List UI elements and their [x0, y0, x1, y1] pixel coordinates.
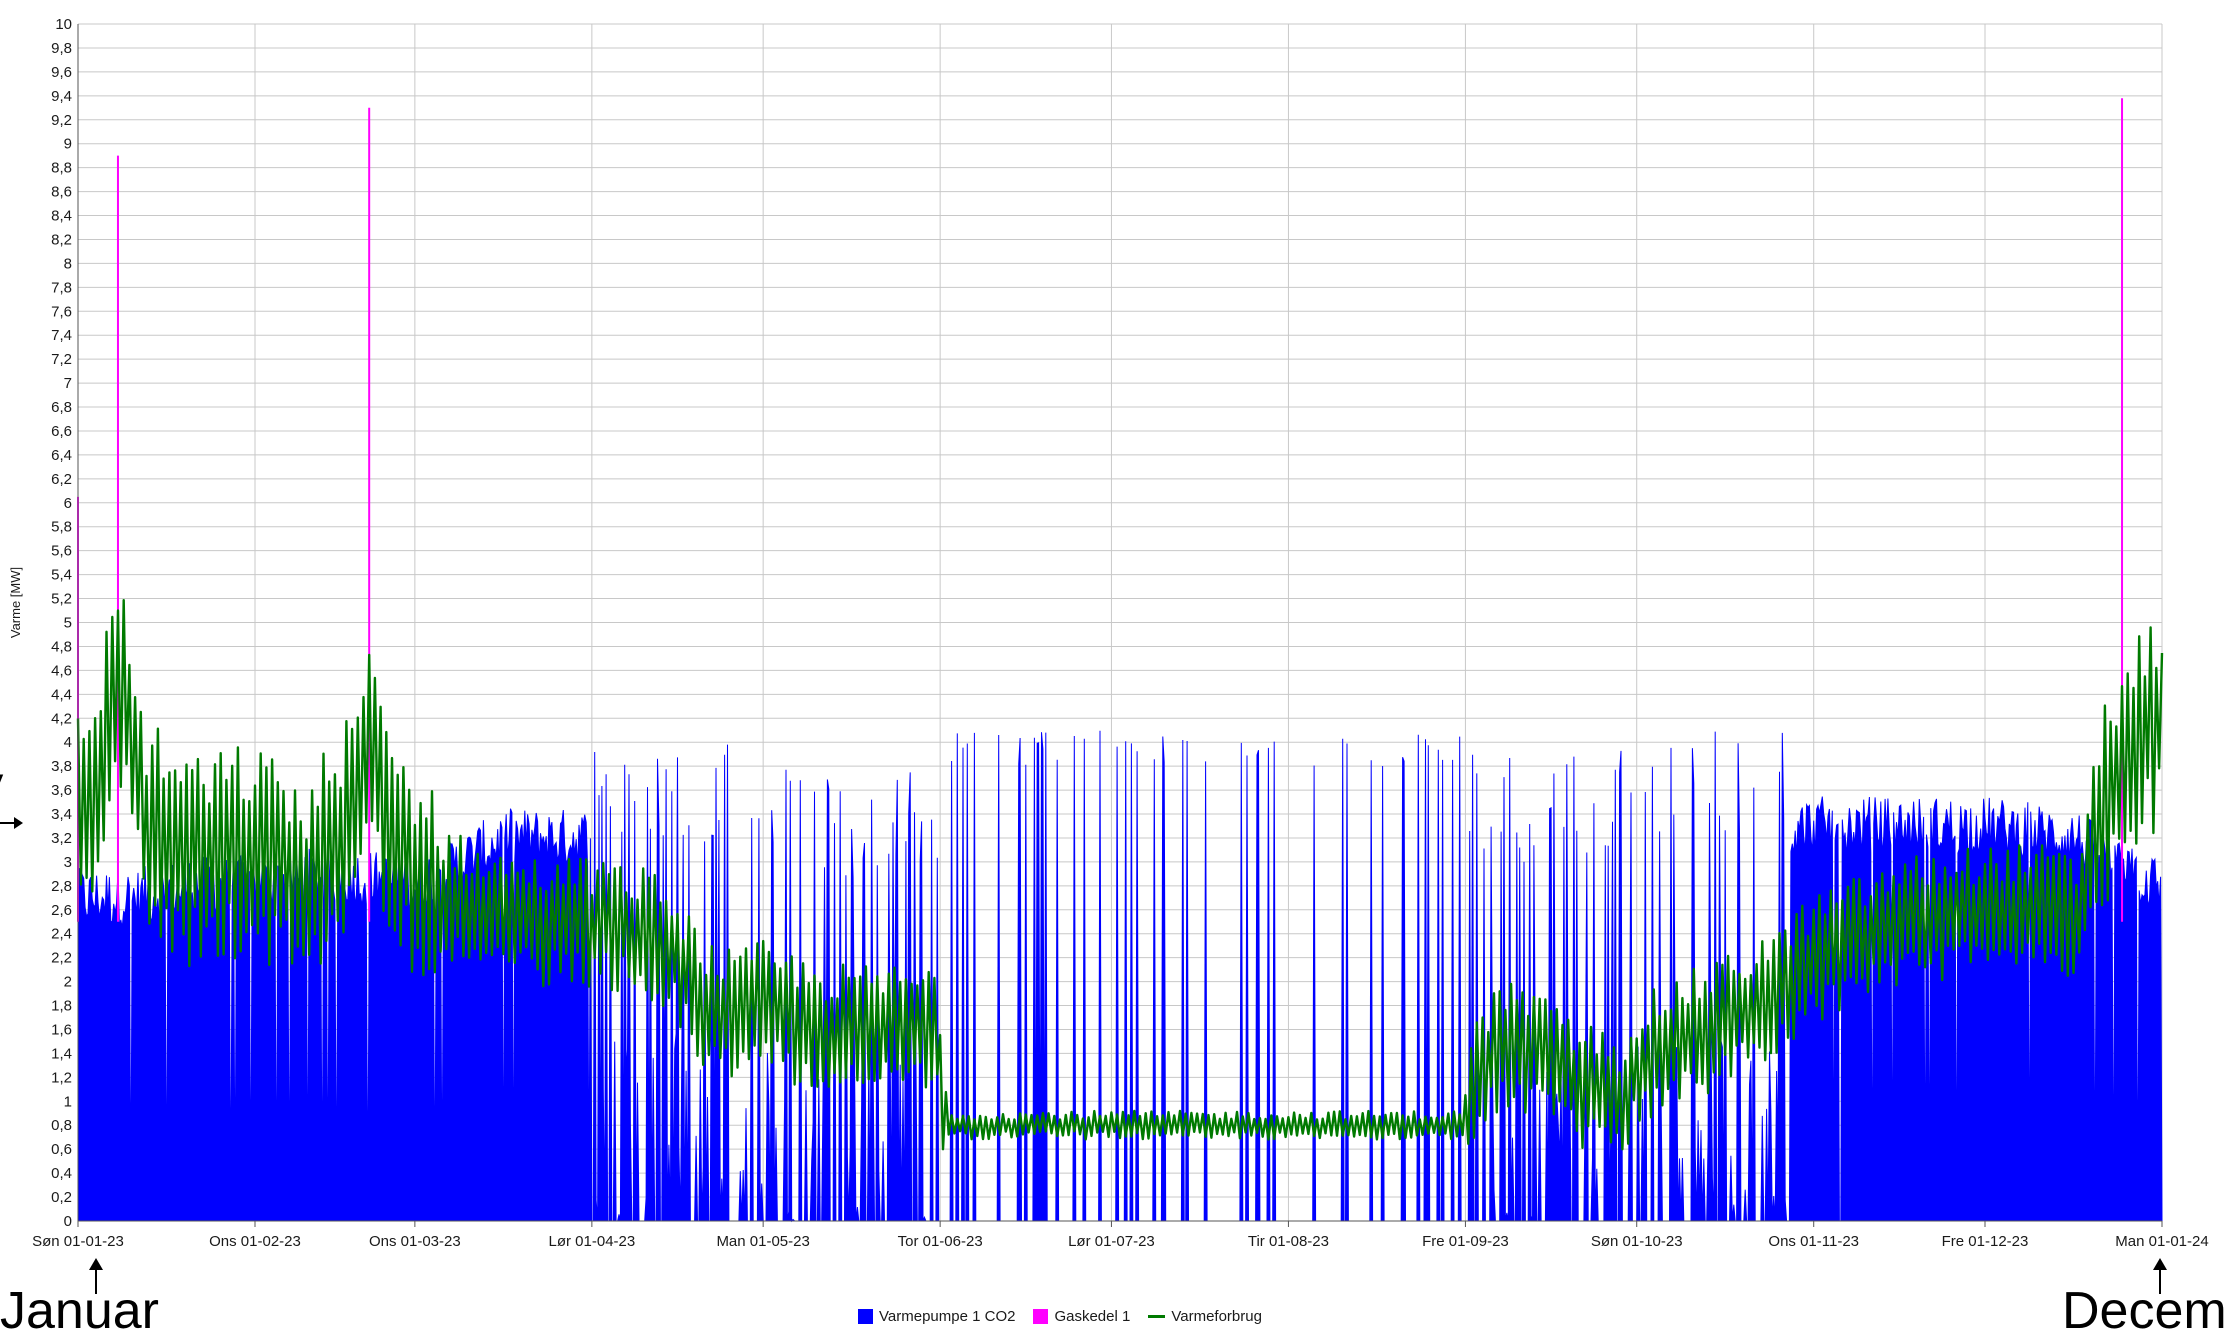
y-tick-label: 1: [64, 1093, 72, 1110]
y-tick-label: 1,6: [51, 1021, 72, 1038]
end-arrow-icon: [2159, 1268, 2161, 1294]
y-tick-label: 6,6: [51, 423, 72, 440]
y-tick-label: 7: [64, 375, 72, 392]
y-tick-label: 5,2: [51, 591, 72, 608]
y-tick-label: 9,4: [51, 88, 72, 105]
x-tick-label: Ons 01-02-23: [209, 1233, 301, 1250]
y-tick-label: 3,4: [51, 806, 72, 823]
end-arrow-head: [2153, 1258, 2167, 1270]
y-tick-label: 4: [64, 734, 72, 751]
x-tick-label: Man 01-01-24: [2115, 1233, 2208, 1250]
y-tick-label: 9,2: [51, 112, 72, 129]
y-tick-label: 1,4: [51, 1045, 72, 1062]
y-tick-label: 3,2: [51, 830, 72, 847]
y-tick-label: 7,4: [51, 327, 72, 344]
y-tick-label: 10: [55, 16, 72, 33]
x-tick-label: Fre 01-12-23: [1942, 1233, 2029, 1250]
legend-swatch-blue: [858, 1309, 873, 1324]
left-edge-arrow-icon: [0, 822, 16, 824]
y-tick-label: 6: [64, 495, 72, 512]
legend-swatch-green: [1148, 1315, 1166, 1318]
y-tick-label: 7,6: [51, 303, 72, 320]
varmeforbrug-line: [76, 599, 2164, 1151]
left-edge-arrow-head: [14, 817, 23, 829]
y-tick-label: 7,8: [51, 279, 72, 296]
x-tick-label: Fre 01-09-23: [1422, 1233, 1509, 1250]
legend-label: Varmepumpe 1 CO2: [879, 1308, 1016, 1325]
y-tick-label: 1,2: [51, 1069, 72, 1086]
legend-label: Gaskedel 1: [1054, 1308, 1131, 1325]
y-tick-label: 7,2: [51, 351, 72, 368]
y-tick-label: 0,6: [51, 1141, 72, 1158]
y-axis-label: Varme [MW]: [8, 567, 23, 638]
y-tick-label: 4,6: [51, 662, 72, 679]
y-tick-label: 3: [64, 854, 72, 871]
series-varmeforbrug-line: [76, 599, 2164, 1151]
y-tick-label: 6,4: [51, 447, 72, 464]
y-tick-label: 4,4: [51, 686, 72, 703]
y-tick-label: 2,2: [51, 950, 72, 967]
x-tick-label: Søn 01-01-23: [32, 1233, 124, 1250]
legend-item-varmepumpe: Varmepumpe 1 CO2: [858, 1308, 1015, 1325]
y-axis-ticks: 0 0,2 0,4 0,6 0,8 1 1,2 1,4 1,6 1,8 2 2,2 2,4 2,6 2,8 3…: [51, 16, 72, 1230]
start-arrow-head: [89, 1258, 103, 1270]
y-tick-label: 0: [64, 1213, 72, 1230]
y-tick-label: 2,8: [51, 878, 72, 895]
y-tick-label: 9,8: [51, 40, 72, 57]
end-month-label: December: [2062, 1282, 2224, 1340]
left-edge-arrow-label: V: [0, 770, 3, 802]
x-tick-label: Ons 01-03-23: [369, 1233, 461, 1250]
y-tick-label: 8: [64, 255, 72, 272]
y-tick-label: 0,4: [51, 1165, 72, 1182]
x-tick-label: Ons 01-11-23: [1768, 1233, 1859, 1250]
y-tick-label: 5,4: [51, 567, 72, 584]
y-tick-label: 5,8: [51, 519, 72, 536]
y-tick-label: 3,8: [51, 758, 72, 775]
legend-item-gaskedel: Gaskedel 1: [1033, 1308, 1130, 1325]
y-tick-label: 1,8: [51, 998, 72, 1015]
y-tick-label: 9: [64, 136, 72, 153]
y-tick-label: 0,8: [51, 1117, 72, 1134]
x-tick-label: Man 01-05-23: [716, 1233, 809, 1250]
y-tick-label: 4,8: [51, 638, 72, 655]
y-tick-label: 5,6: [51, 543, 72, 560]
y-tick-label: 6,8: [51, 399, 72, 416]
x-tick-label: Tir 01-08-23: [1248, 1233, 1329, 1250]
y-tick-label: 8,4: [51, 208, 72, 225]
y-tick-label: 4,2: [51, 710, 72, 727]
y-tick-label: 0,2: [51, 1189, 72, 1206]
y-tick-label: 5: [64, 615, 72, 632]
legend-item-varmeforbrug: Varmeforbrug: [1148, 1308, 1262, 1325]
y-tick-label: 8,6: [51, 184, 72, 201]
y-tick-label: 6,2: [51, 471, 72, 488]
legend-swatch-magenta: [1033, 1309, 1049, 1324]
x-axis-ticks: Søn 01-01-23 Ons 01-02-23 Ons 01-03-23 Lør …: [32, 1221, 2209, 1250]
y-tick-label: 8,2: [51, 231, 72, 248]
y-tick-label: 2,4: [51, 926, 72, 943]
chart-legend: Varmepumpe 1 CO2 Gaskedel 1 Varmeforbrug: [858, 1308, 1262, 1325]
x-tick-label: Tor 01-06-23: [898, 1233, 983, 1250]
y-tick-label: 2: [64, 974, 72, 991]
x-tick-label: Lør 01-07-23: [1068, 1233, 1155, 1250]
x-tick-label: Søn 01-10-23: [1591, 1233, 1683, 1250]
y-tick-label: 2,6: [51, 902, 72, 919]
y-tick-label: 3,6: [51, 782, 72, 799]
start-arrow-icon: [95, 1268, 97, 1294]
x-tick-label: Lør 01-04-23: [549, 1233, 636, 1250]
start-month-label: Januar: [0, 1282, 159, 1340]
chart-axes: [77, 24, 2162, 1222]
y-tick-label: 8,8: [51, 160, 72, 177]
y-tick-label: 9,6: [51, 64, 72, 81]
legend-label: Varmeforbrug: [1171, 1308, 1262, 1325]
